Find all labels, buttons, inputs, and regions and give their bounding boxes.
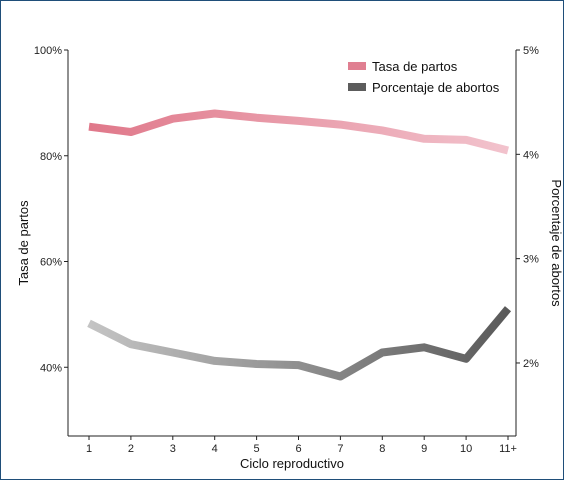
legend-label-porcentaje-de-abortos: Porcentaje de abortos — [372, 80, 500, 95]
left-tick-label: 60% — [40, 257, 62, 269]
x-tick-label: 8 — [379, 443, 385, 455]
right-y-axis-title: Porcentaje de abortos — [549, 179, 564, 307]
x-tick-label: 1 — [86, 443, 92, 455]
series-line-porcentaje-de-abortos — [87, 306, 512, 381]
legend-label-tasa-de-partos: Tasa de partos — [372, 59, 458, 74]
x-tick-label: 4 — [212, 443, 218, 455]
left-tick-label: 100% — [34, 45, 62, 57]
left-tick-label: 80% — [40, 151, 62, 163]
right-tick-label: 2% — [523, 358, 539, 370]
x-tick-label: 10 — [460, 443, 472, 455]
x-tick-label: 9 — [421, 443, 427, 455]
series-line-tasa-de-partos — [88, 109, 509, 155]
x-tick-label: 2 — [128, 443, 134, 455]
x-tick-label: 5 — [254, 443, 260, 455]
x-tick-label: 3 — [170, 443, 176, 455]
legend-swatch-porcentaje-de-abortos — [348, 83, 366, 91]
x-tick-label: 6 — [295, 443, 301, 455]
left-tick-label: 40% — [40, 362, 62, 374]
x-tick-label: 11+ — [499, 443, 517, 455]
legend-swatch-tasa-de-partos — [348, 62, 366, 70]
right-tick-label: 4% — [523, 149, 539, 161]
right-tick-label: 5% — [523, 45, 539, 57]
right-tick-label: 3% — [523, 254, 539, 266]
left-y-axis-title: Tasa de partos — [16, 200, 31, 286]
x-tick-label: 7 — [337, 443, 343, 455]
x-axis-title: Ciclo reproductivo — [240, 456, 344, 471]
axes — [67, 50, 517, 437]
legend: Tasa de partos Porcentaje de abortos — [348, 59, 500, 95]
